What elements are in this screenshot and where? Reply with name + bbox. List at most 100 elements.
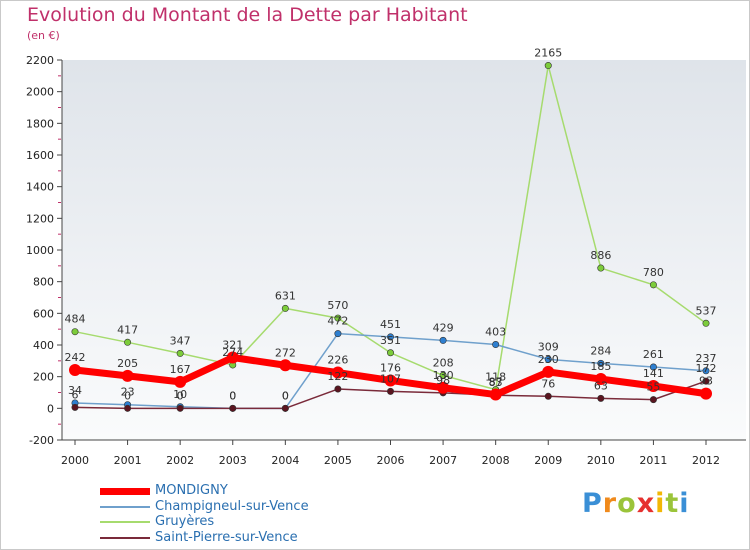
data-point [594, 373, 607, 386]
data-point [331, 366, 344, 379]
legend-label: Champigneul-sur-Vence [155, 498, 309, 514]
data-label: 23 [121, 386, 135, 399]
data-label: 272 [275, 346, 296, 359]
y-tick-label: 1000 [26, 244, 54, 257]
x-tick-label: 2008 [482, 454, 510, 467]
y-tick-label: 1600 [26, 149, 54, 162]
legend-swatch [100, 536, 150, 539]
data-point [597, 394, 605, 402]
data-label: 537 [696, 304, 717, 317]
data-label: 570 [327, 299, 348, 312]
logo-letter: o [617, 488, 637, 519]
data-label: 0 [124, 389, 131, 402]
data-point [597, 264, 605, 272]
data-label: 176 [380, 361, 401, 374]
data-label: 347 [170, 334, 191, 347]
data-label: 0 [177, 389, 184, 402]
legend-label: Saint-Pierre-sur-Vence [155, 529, 298, 545]
x-tick-label: 2004 [271, 454, 299, 467]
data-point [700, 387, 712, 400]
data-point [542, 365, 555, 378]
data-label: 141 [643, 367, 664, 380]
legend-label: Gruyères [155, 514, 215, 529]
y-tick-label: -200 [29, 434, 54, 447]
data-point [649, 363, 657, 371]
data-label: 87 [489, 376, 503, 389]
data-label: 274 [222, 346, 243, 359]
x-tick-label: 2000 [61, 454, 89, 467]
data-label: 261 [643, 348, 664, 361]
data-label: 631 [275, 289, 296, 302]
data-label: 284 [590, 344, 611, 357]
data-point [702, 377, 710, 385]
data-label: 118 [485, 371, 506, 384]
data-label: 6 [72, 388, 79, 401]
data-label: 484 [65, 313, 86, 326]
data-point [124, 404, 132, 412]
data-point [174, 375, 187, 388]
data-point [226, 351, 239, 364]
data-point [124, 338, 132, 346]
data-point [597, 359, 605, 367]
data-point [647, 380, 660, 393]
legend-item: Saint-Pierre-sur-Vence [100, 530, 400, 546]
data-label: 98 [436, 374, 450, 387]
data-point [334, 314, 342, 322]
x-tick-label: 2009 [534, 454, 562, 467]
legend-swatch [100, 488, 150, 495]
data-point [384, 374, 397, 387]
y-tick-label: 1200 [26, 212, 54, 225]
y-tick-label: 400 [33, 339, 54, 352]
logo-letter: r [602, 488, 618, 519]
data-point [386, 387, 394, 395]
data-label: 237 [696, 352, 717, 365]
data-label: 185 [590, 360, 611, 373]
data-label: 76 [541, 377, 555, 390]
data-label: 208 [433, 356, 454, 369]
data-label: 0 [282, 389, 289, 402]
data-label: 130 [433, 369, 454, 382]
data-point [437, 381, 450, 394]
logo-letter: P [582, 488, 603, 519]
chart-title: Evolution du Montant de la Dette par Hab… [27, 4, 468, 26]
data-label: 83 [489, 376, 503, 389]
data-label: 10 [173, 388, 187, 401]
data-label: 321 [222, 339, 243, 352]
data-point [544, 355, 552, 363]
plot-background [62, 60, 746, 440]
data-label: 167 [170, 363, 191, 376]
x-tick-label: 2010 [587, 454, 615, 467]
data-point [334, 385, 342, 393]
data-label: 309 [538, 340, 559, 353]
data-point [71, 328, 79, 336]
data-label: 0 [229, 389, 236, 402]
y-tick-label: 800 [33, 276, 54, 289]
data-label: 403 [485, 326, 506, 339]
data-label: 451 [380, 318, 401, 331]
y-tick-label: 2000 [26, 86, 54, 99]
data-label: 172 [696, 362, 717, 375]
data-label: 93 [699, 375, 713, 388]
data-label: 230 [538, 353, 559, 366]
x-tick-label: 2007 [429, 454, 457, 467]
legend-item: MONDIGNY [100, 483, 400, 499]
data-point [544, 62, 552, 70]
logo-letter: x [636, 488, 656, 519]
x-tick-label: 2003 [219, 454, 247, 467]
y-tick-label: 1400 [26, 181, 54, 194]
data-label: 0 [282, 389, 289, 402]
data-label: 351 [380, 334, 401, 347]
data-label: 63 [594, 379, 608, 392]
data-point [176, 349, 184, 357]
legend-item: Gruyères [100, 514, 400, 530]
data-point [334, 330, 342, 338]
legend-swatch [100, 505, 150, 508]
data-point [702, 319, 710, 327]
data-label: 226 [327, 354, 348, 367]
data-point [229, 404, 237, 412]
data-point [439, 371, 447, 379]
legend-label: MONDIGNY [155, 483, 228, 498]
data-label: 242 [65, 351, 86, 364]
legend-item: Champigneul-sur-Vence [100, 499, 400, 515]
